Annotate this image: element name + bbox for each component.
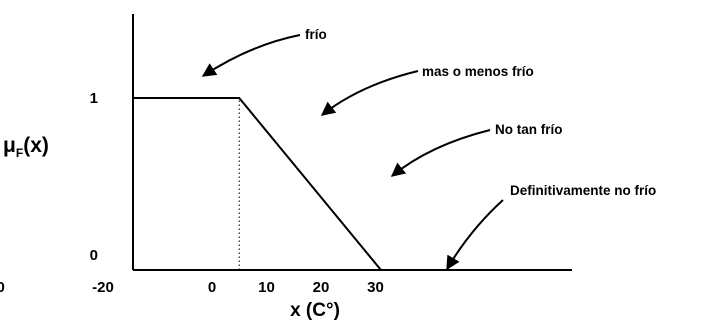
axes	[132, 14, 572, 271]
series-line-0	[133, 97, 382, 271]
y-tick-label: 0	[90, 247, 98, 264]
x-axis-label: x (C°)	[290, 300, 340, 320]
annotation-frio: frío	[305, 27, 327, 42]
annotation-mas-o-menos-frio: mas o menos frío	[422, 64, 534, 79]
x-tick-label: -40	[0, 279, 5, 296]
x-tick-labels: -40 -20 0 10 20 30	[0, 279, 384, 296]
y-tick-labels: 01	[90, 90, 98, 264]
y-axis-label-tail: (x)	[23, 134, 49, 157]
x-tick-label: -20	[92, 279, 114, 296]
annotation-arrow-definitivamente-no-frio	[446, 199, 504, 271]
x-tick-label: 20	[313, 279, 330, 296]
x-tick-label: 0	[208, 279, 216, 296]
annotation-arrow-mas-o-menos-frio	[320, 70, 419, 116]
y-axis-label-subscript: F	[16, 146, 23, 160]
y-tick-label: 1	[90, 90, 98, 107]
series-lines	[133, 97, 382, 271]
annotation-arrow-no-tan-frio	[390, 129, 491, 177]
annotation-arrow-frio	[201, 34, 301, 77]
y-axis-label-main: μ	[3, 134, 16, 157]
x-tick-label: 30	[367, 279, 384, 296]
y-axis-label: μF(x)	[3, 134, 49, 160]
annotations: frío mas o menos frío No tan frío Defini…	[201, 27, 656, 271]
x-tick-label: 10	[258, 279, 275, 296]
annotation-no-tan-frio: No tan frío	[495, 122, 563, 137]
annotation-definitivamente-no-frio: Definitivamente no frío	[510, 183, 656, 198]
